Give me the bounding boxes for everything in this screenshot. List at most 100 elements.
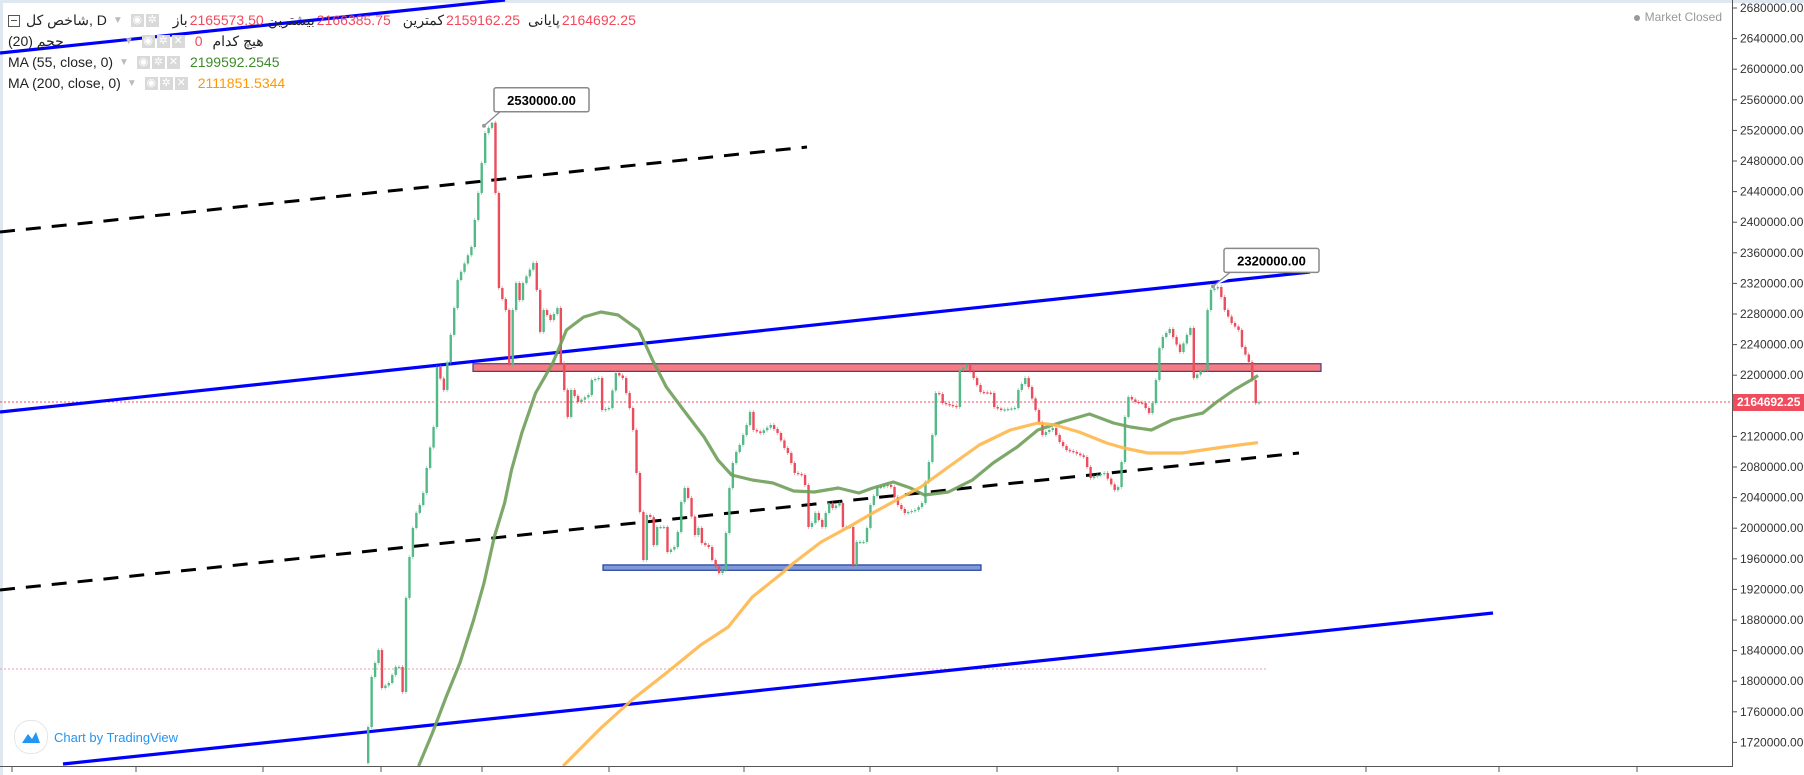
candle	[700, 527, 704, 544]
candle	[559, 308, 563, 364]
eye-icon[interactable]: ◉	[130, 14, 144, 27]
candle	[501, 287, 504, 300]
candle	[735, 452, 738, 464]
candle	[676, 532, 679, 548]
collapse-legend-icon[interactable]	[8, 14, 20, 27]
candle	[439, 367, 442, 379]
tradingview-logo-icon	[14, 720, 48, 754]
volume-indicator-name: حجم (20)	[8, 33, 64, 49]
symbol-title: شاخص کل, D	[26, 12, 107, 28]
candle	[1220, 286, 1223, 298]
candle	[1199, 370, 1202, 375]
candle	[855, 541, 858, 565]
price-callout-text: 2320000.00	[1237, 253, 1306, 268]
candle	[649, 514, 652, 518]
candle	[631, 408, 635, 430]
tradingview-watermark[interactable]: Chart by TradingView	[14, 720, 178, 754]
candle	[920, 503, 924, 508]
candle	[810, 522, 814, 527]
candle	[1103, 472, 1106, 475]
eye-icon[interactable]: ◉	[136, 56, 150, 69]
candle	[1178, 344, 1182, 353]
candle	[927, 462, 931, 482]
candle	[1065, 446, 1068, 451]
candle	[1092, 476, 1096, 479]
candle	[838, 503, 841, 506]
candle	[459, 271, 463, 281]
legend-ma55: MA (55, close, 0) ▼ ◉ ✲ ✕ 2199592.2545	[8, 52, 636, 73]
candle	[1244, 346, 1247, 355]
candle	[1189, 327, 1192, 335]
candle	[442, 378, 446, 390]
eye-icon[interactable]: ◉	[144, 77, 158, 90]
ma55-line	[417, 310, 1259, 767]
candle	[900, 505, 903, 509]
candle	[397, 666, 401, 669]
candle	[666, 526, 669, 552]
candle	[999, 408, 1003, 411]
candle	[996, 407, 999, 409]
candle	[955, 406, 958, 408]
high-value: 2166385.75	[316, 12, 391, 28]
candle	[611, 390, 614, 409]
candle	[893, 486, 896, 497]
candle	[449, 334, 452, 363]
candle	[944, 403, 948, 405]
chevron-down-icon[interactable]: ▼	[123, 36, 134, 47]
candle	[717, 566, 721, 574]
close-icon[interactable]: ✕	[171, 35, 185, 48]
close-icon[interactable]: ✕	[174, 77, 188, 90]
gear-icon[interactable]: ✲	[159, 77, 173, 90]
candle	[876, 486, 879, 496]
eye-icon[interactable]: ◉	[141, 35, 155, 48]
candle	[1010, 408, 1013, 410]
low-value: 2159162.25	[446, 12, 520, 28]
price-axis[interactable]: 2680000.00 2640000.00 2600000.00 2560000.00…	[1732, 0, 1804, 766]
chevron-down-icon[interactable]: ▼	[112, 15, 123, 26]
candle	[1209, 289, 1213, 311]
candle	[590, 380, 593, 396]
candle	[662, 526, 666, 529]
candle	[425, 467, 428, 494]
candle	[690, 497, 693, 517]
candle	[728, 488, 731, 534]
price-callout-box	[493, 87, 590, 113]
candle	[1072, 451, 1075, 453]
candle	[628, 393, 631, 409]
watermark-text: Chart by TradingView	[54, 729, 179, 745]
candle	[910, 510, 913, 513]
candle	[1257, 402, 1261, 404]
candle	[618, 372, 621, 376]
resistance-zone	[472, 363, 1322, 372]
candle	[865, 527, 869, 542]
candle	[1113, 484, 1116, 491]
gear-icon[interactable]: ✲	[156, 35, 170, 48]
price-tick-label: 1960000.00	[1740, 552, 1804, 566]
price-tick-label: 1920000.00	[1740, 582, 1804, 596]
time-axis[interactable]	[0, 766, 1733, 773]
candle	[683, 488, 686, 503]
candle	[752, 411, 755, 430]
candle	[814, 512, 817, 523]
chevron-down-icon[interactable]: ▼	[119, 57, 129, 68]
candle	[941, 394, 944, 404]
candle	[1024, 378, 1027, 384]
callout-anchor-dot	[1211, 284, 1215, 289]
gear-icon[interactable]: ✲	[151, 56, 165, 69]
close-icon[interactable]: ✕	[166, 56, 180, 69]
price-tick-label: 2320000.00	[1740, 276, 1804, 290]
candle	[800, 473, 803, 476]
candle	[883, 485, 886, 488]
candle	[951, 405, 955, 407]
gear-icon[interactable]: ✲	[145, 14, 159, 27]
chevron-down-icon[interactable]: ▼	[126, 78, 137, 89]
candle	[938, 393, 941, 395]
candle	[655, 526, 659, 546]
candle	[518, 283, 521, 301]
candle	[962, 367, 965, 370]
candle	[411, 527, 415, 557]
candle	[1182, 343, 1185, 353]
candle	[852, 526, 855, 565]
price-tick-label: 2440000.00	[1740, 185, 1804, 199]
